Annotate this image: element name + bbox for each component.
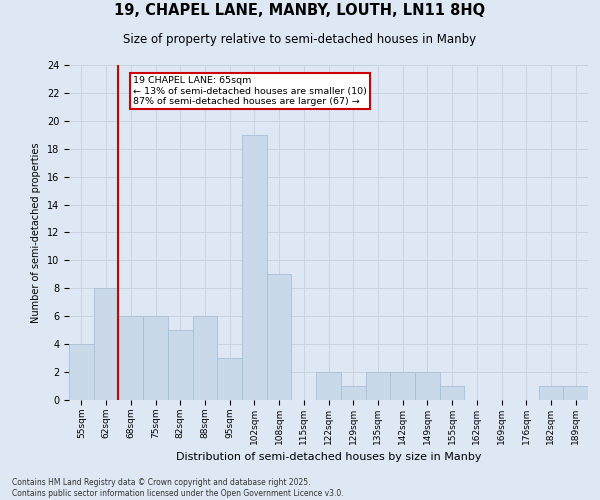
Bar bbox=[316, 372, 341, 400]
X-axis label: Distribution of semi-detached houses by size in Manby: Distribution of semi-detached houses by … bbox=[176, 452, 481, 462]
Bar bbox=[143, 316, 168, 400]
Text: 19, CHAPEL LANE, MANBY, LOUTH, LN11 8HQ: 19, CHAPEL LANE, MANBY, LOUTH, LN11 8HQ bbox=[115, 3, 485, 18]
Bar bbox=[341, 386, 365, 400]
Bar bbox=[94, 288, 118, 400]
Y-axis label: Number of semi-detached properties: Number of semi-detached properties bbox=[31, 142, 41, 323]
Text: Contains HM Land Registry data © Crown copyright and database right 2025.
Contai: Contains HM Land Registry data © Crown c… bbox=[12, 478, 344, 498]
Text: Size of property relative to semi-detached houses in Manby: Size of property relative to semi-detach… bbox=[124, 33, 476, 46]
Bar bbox=[440, 386, 464, 400]
Bar bbox=[563, 386, 588, 400]
Bar bbox=[415, 372, 440, 400]
Bar bbox=[365, 372, 390, 400]
Text: 19 CHAPEL LANE: 65sqm
← 13% of semi-detached houses are smaller (10)
87% of semi: 19 CHAPEL LANE: 65sqm ← 13% of semi-deta… bbox=[133, 76, 367, 106]
Bar bbox=[168, 330, 193, 400]
Bar bbox=[539, 386, 563, 400]
Bar bbox=[118, 316, 143, 400]
Bar bbox=[242, 135, 267, 400]
Bar bbox=[193, 316, 217, 400]
Bar bbox=[267, 274, 292, 400]
Bar bbox=[217, 358, 242, 400]
Bar bbox=[69, 344, 94, 400]
Bar bbox=[390, 372, 415, 400]
